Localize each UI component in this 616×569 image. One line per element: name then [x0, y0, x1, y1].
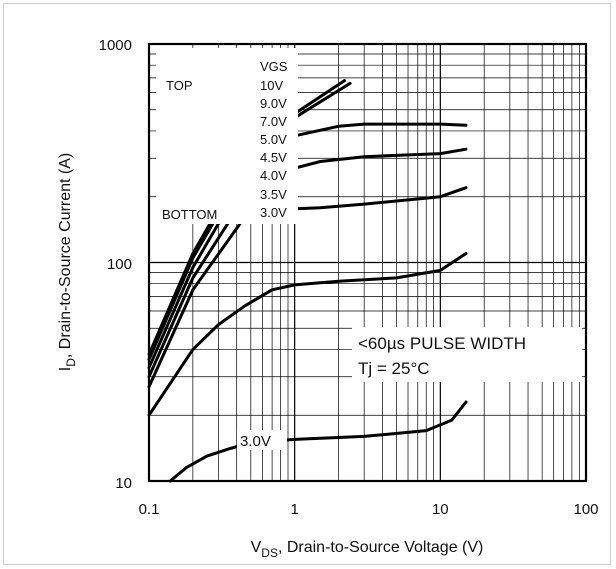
- plot-border: [147, 42, 588, 483]
- legend: TOP BOTTOM VGS 10V 9.0V 7.0V 5.0V 4.5V 4…: [162, 59, 288, 222]
- legend-box: [156, 48, 298, 224]
- curve-label-3v: 3.0V: [240, 433, 271, 450]
- annotation-temperature: Tj = 25°C: [358, 359, 430, 378]
- x-axis-title: VDS, Drain-to-Source Voltage (V): [251, 539, 484, 560]
- legend-entry: 4.5V: [260, 150, 287, 165]
- series-line-3: [147, 122, 468, 370]
- series-line-6: [147, 252, 468, 417]
- x-tick-label: 1: [291, 501, 299, 518]
- legend-entry: 10V: [260, 78, 283, 93]
- legend-bottom-label: BOTTOM: [162, 207, 217, 222]
- y-axis-title: ID, Drain-to-Source Current (A): [57, 153, 78, 372]
- series-line-4: [147, 147, 468, 379]
- annotation-pulse-width: <60µs PULSE WIDTH: [358, 334, 526, 353]
- legend-entry: 3.0V: [260, 205, 287, 220]
- x-tick-label: 100: [573, 501, 598, 518]
- y-tick-label: 100: [107, 256, 132, 273]
- legend-entry: 9.0V: [260, 96, 287, 111]
- legend-entry: 5.0V: [260, 132, 287, 147]
- chart-frame: TOP BOTTOM VGS 10V 9.0V 7.0V 5.0V 4.5V 4…: [3, 3, 611, 565]
- y-tick-label: 1000: [99, 37, 132, 54]
- series-line-7: [168, 400, 468, 483]
- x-tick-label: 0.1: [139, 501, 160, 518]
- legend-entry: 3.5V: [260, 187, 287, 202]
- chart-svg: TOP BOTTOM VGS 10V 9.0V 7.0V 5.0V 4.5V 4…: [57, 37, 599, 560]
- x-tick-label: 10: [432, 501, 449, 518]
- curve-label-box: [237, 430, 287, 450]
- annotation-box: [352, 327, 582, 382]
- legend-entry: 7.0V: [260, 114, 287, 129]
- legend-header: VGS: [260, 59, 288, 74]
- series-line-5: [147, 186, 468, 389]
- y-tick-label: 10: [115, 475, 132, 492]
- legend-top-label: TOP: [166, 78, 193, 93]
- legend-entry: 4.0V: [260, 168, 287, 183]
